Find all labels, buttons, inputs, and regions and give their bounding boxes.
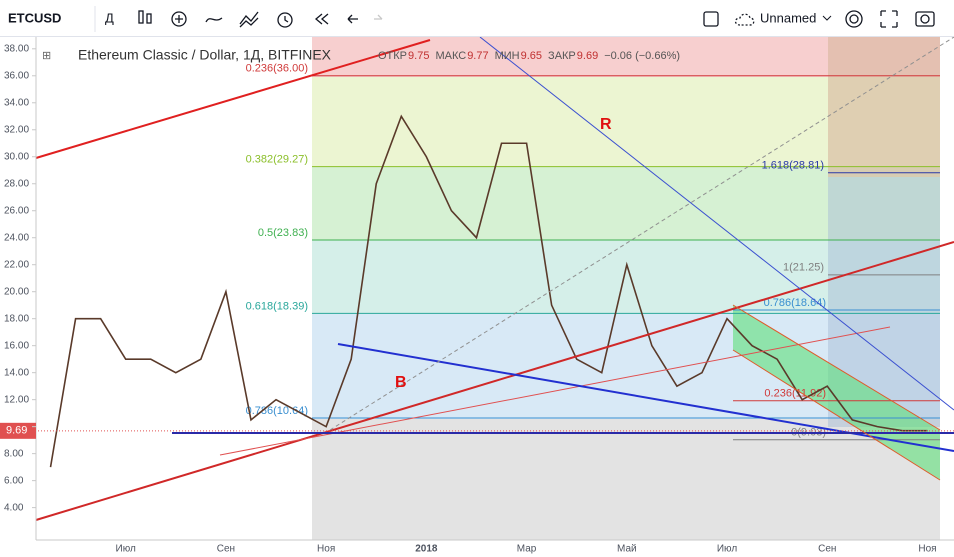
chart: 0.236(36.00) 0.382(29.27) 0.5(23.83) 0.618(… xyxy=(0,37,954,557)
ohlc-item: МИН xyxy=(495,50,520,62)
fib-label: 0.382(29.27) xyxy=(246,154,308,166)
fib-label: 0.236(36.00) xyxy=(246,63,308,75)
y-tick-label: 26.00 xyxy=(4,205,29,216)
annotation: R xyxy=(600,116,612,133)
y-tick-label: 4.00 xyxy=(4,502,24,513)
y-tick-label: 14.00 xyxy=(4,367,29,378)
fib-label: 0.236(11.92) xyxy=(764,388,826,400)
y-tick-label: 28.00 xyxy=(4,178,29,189)
x-tick-label: Мар xyxy=(517,544,537,555)
add-symbol[interactable]: ⊞ xyxy=(42,50,51,62)
ohlc-item: ОТКР xyxy=(378,50,407,62)
fib-label: 1.618(28.81) xyxy=(762,160,824,172)
trend-lines xyxy=(35,37,954,521)
ohlc-item: 9.75 xyxy=(408,50,429,62)
ohlc-item: 9.65 xyxy=(521,50,542,62)
fib-zone xyxy=(312,419,940,540)
interval[interactable]: Д xyxy=(105,10,114,25)
ohlc-item: ЗАКР xyxy=(548,50,576,62)
y-tick-label: 6.00 xyxy=(4,475,24,486)
toolbar-icons[interactable] xyxy=(138,10,935,28)
x-tick-label: Ноя xyxy=(317,544,335,555)
y-tick-label: 18.00 xyxy=(4,313,29,324)
x-tick-label: Июл xyxy=(116,544,136,555)
fib-label: 0.786(18.64) xyxy=(764,297,826,309)
dropdown-arrow[interactable] xyxy=(822,15,832,21)
ohlc-item: 9.69 xyxy=(577,50,598,62)
symbol[interactable]: ETCUSD xyxy=(8,10,61,25)
annotation: B xyxy=(395,374,407,391)
layout-name[interactable]: Unnamed xyxy=(760,10,816,25)
x-tick-label: Сен xyxy=(818,544,836,555)
fib-ext-zone xyxy=(828,37,940,177)
ohlc-item: МАКС xyxy=(435,50,466,62)
fib-label: 0.786(10.64) xyxy=(246,405,308,417)
fib-label: 0.618(18.39) xyxy=(246,300,308,312)
ohlc-item: −0.06 (−0.66%) xyxy=(604,50,680,62)
y-tick-label: 20.00 xyxy=(4,286,29,297)
y-tick-label: 38.00 xyxy=(4,43,29,54)
x-tick-label: Май xyxy=(617,544,637,555)
channel xyxy=(733,305,940,480)
y-tick-label: 8.00 xyxy=(4,448,24,459)
y-tick-label: 24.00 xyxy=(4,232,29,243)
y-tick-label: 22.00 xyxy=(4,259,29,270)
last-price-badge xyxy=(0,422,36,439)
toolbar: ETCUSD Д Unnamed xyxy=(0,0,954,37)
y-tick-label: 32.00 xyxy=(4,124,29,135)
legend-title: Ethereum Classic / Dollar, 1Д, BITFINEX xyxy=(78,47,332,63)
x-tick-label: 2018 xyxy=(415,544,438,555)
y-tick-label: 12.00 xyxy=(4,394,29,405)
fib-label: 1(21.25) xyxy=(783,262,824,274)
price-line xyxy=(49,114,928,468)
y-tick-label: 34.00 xyxy=(4,97,29,108)
y-tick-label: 16.00 xyxy=(4,340,29,351)
y-tick-label: 36.00 xyxy=(4,70,29,81)
last-price-label: 9.69 xyxy=(6,425,27,437)
x-tick-label: Ноя xyxy=(918,544,936,555)
y-tick-label: 30.00 xyxy=(4,151,29,162)
fib-label: 0.5(23.83) xyxy=(258,227,308,239)
x-tick-label: Июл xyxy=(717,544,737,555)
x-tick-label: Сен xyxy=(217,544,235,555)
ohlc-item: 9.77 xyxy=(467,50,488,62)
price-axis xyxy=(0,37,36,557)
